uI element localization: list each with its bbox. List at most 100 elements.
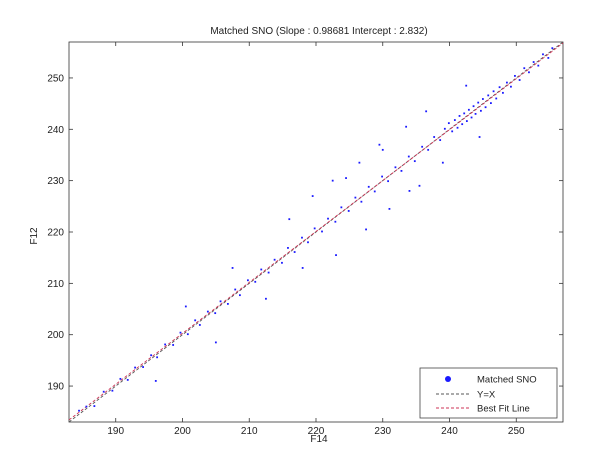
data-point [273,258,276,261]
data-point [345,177,347,179]
data-point [206,310,209,313]
x-tick-label: 230 [374,426,391,437]
data-point [441,161,444,164]
data-point [340,206,343,209]
y-axis-label: F12 [29,227,40,245]
data-point [421,145,424,148]
legend-label-matched-sno: Matched SNO [477,375,537,386]
data-point [381,175,383,178]
data-point [307,241,309,244]
y-tick-label: 250 [47,73,64,84]
data-point [156,356,159,359]
y-tick-label: 230 [47,176,64,187]
data-point [495,97,498,100]
data-point [408,190,411,192]
data-point [477,101,480,104]
data-point [219,300,222,303]
legend-label-y-equals-x: Y=X [477,390,496,401]
data-point [334,220,337,223]
data-point [373,190,376,193]
data-point [365,228,367,231]
data-point [514,74,516,77]
data-point [418,184,421,187]
data-point [467,108,470,111]
data-point [413,160,416,163]
data-point [551,47,554,50]
y-tick-label: 240 [47,125,64,136]
data-point [154,380,157,382]
data-point [327,217,329,220]
data-point [267,271,270,274]
data-point [172,344,175,346]
data-point [360,200,363,203]
data-point [532,61,535,63]
legend-box [419,367,558,419]
data-point [458,115,461,117]
data-point [465,84,468,87]
data-point [164,343,167,346]
x-tick-label: 240 [441,426,458,437]
data-point [214,341,217,344]
data-point [150,354,153,357]
data-point [528,71,530,74]
data-point [381,148,384,151]
data-point [470,116,473,119]
data-point [433,136,436,138]
data-point [502,91,504,94]
data-point [465,120,468,122]
data-point [484,106,487,109]
data-point [313,227,316,230]
data-point [134,366,136,369]
data-point [510,85,512,88]
data-point [102,390,105,393]
data-point [461,123,464,126]
data-point [518,79,521,81]
plot-layer: 190 200 210 220 230 240 250 190 200 210 220 230 240 2… [47,41,564,437]
data-point [226,302,229,305]
data-point [198,324,201,326]
data-point [184,305,187,308]
y-tick-label: 210 [47,279,64,290]
data-point [378,143,381,146]
data-point [547,57,550,59]
data-point [394,166,397,169]
data-point [537,64,540,67]
data-point [456,126,459,129]
data-point [367,185,370,188]
data-point [478,136,481,138]
data-point [301,267,304,269]
chart-title: Matched SNO (Slope : 0.98681 Intercept :… [210,26,427,37]
data-point [481,98,484,100]
best-fit-line [68,42,564,421]
data-point [111,389,114,392]
data-point [234,288,237,291]
x-tick-label: 190 [107,426,124,437]
data-point [85,405,88,408]
legend-label-best-fit: Best Fit Line [477,404,530,415]
data-point [523,67,526,70]
data-point [439,139,442,141]
data-point [194,319,197,322]
data-point [453,119,456,121]
data-point [265,297,267,300]
data-point [388,207,391,210]
y-tick-label: 200 [47,330,64,341]
data-point [311,195,314,197]
data-point [492,90,495,93]
data-point [119,377,122,380]
data-point [287,247,289,249]
data-point [214,312,217,315]
data-point [463,112,466,115]
data-point [405,125,408,128]
x-tick-label: 220 [308,426,325,437]
data-point [506,81,508,84]
data-point [447,122,450,125]
data-point [301,236,303,239]
data-point [254,280,257,283]
data-point [498,86,501,89]
data-point [186,333,189,336]
legend-marker-matched-sno [445,376,451,382]
data-point [387,180,389,183]
